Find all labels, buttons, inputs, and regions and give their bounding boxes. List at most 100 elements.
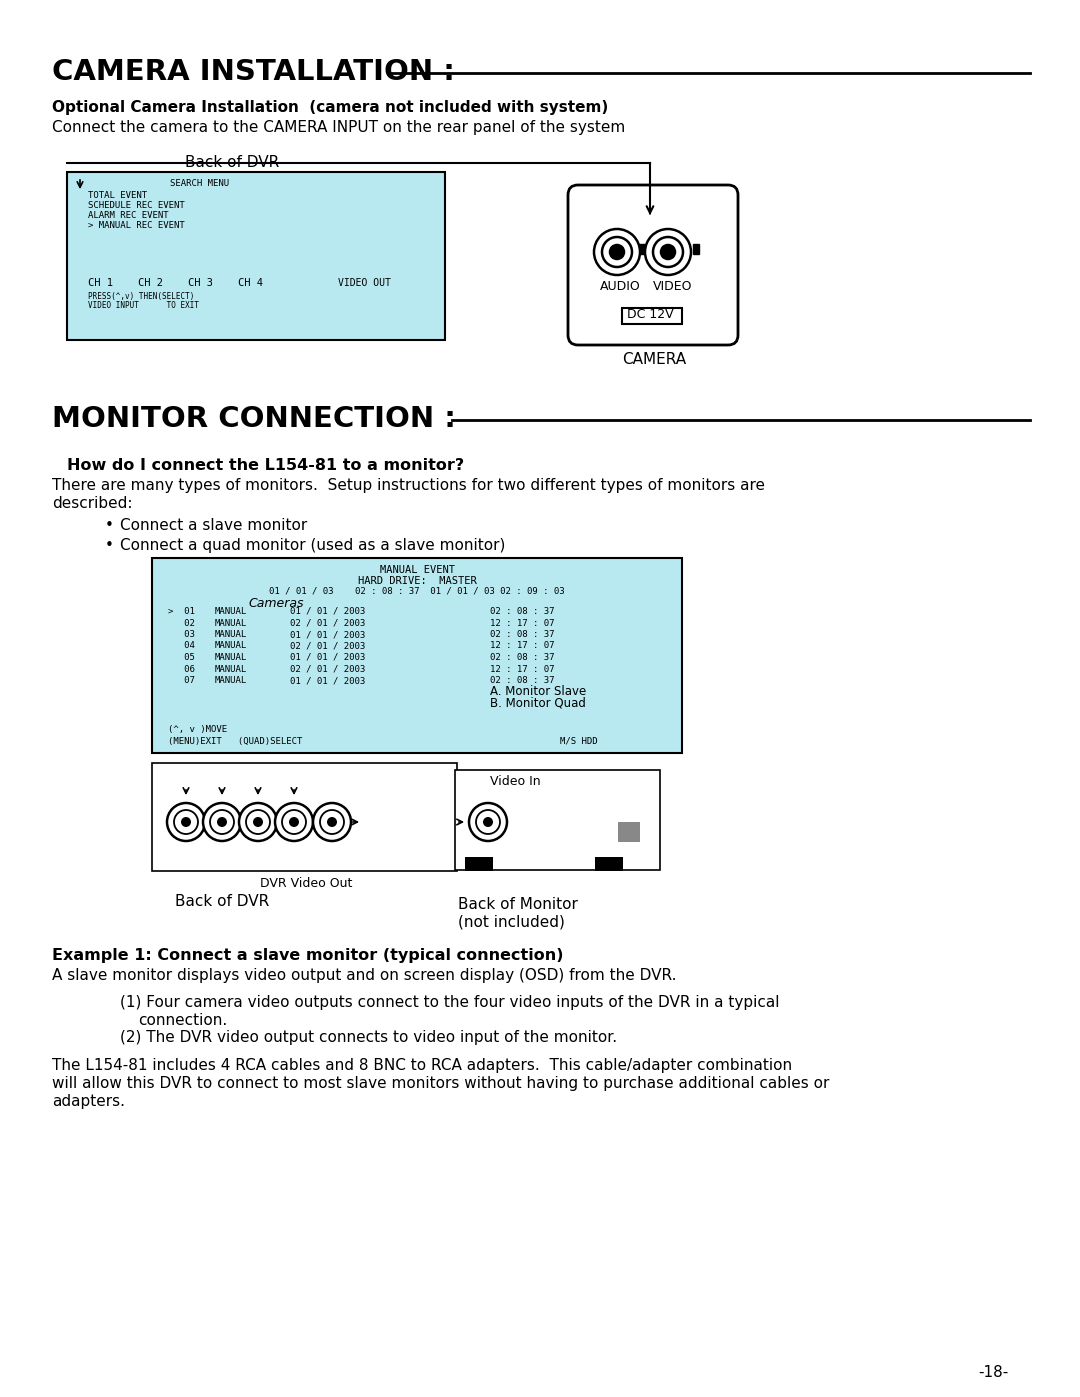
Text: 12 : 17 : 07: 12 : 17 : 07: [490, 641, 554, 651]
Text: How do I connect the L154-81 to a monitor?: How do I connect the L154-81 to a monito…: [67, 458, 464, 474]
Text: •: •: [105, 538, 113, 553]
Bar: [618, 821, 640, 842]
Circle shape: [320, 810, 345, 834]
Text: MANUAL: MANUAL: [215, 652, 247, 662]
Text: >  01: > 01: [168, 608, 194, 616]
Text: 02 / 01 / 2003: 02 / 01 / 2003: [291, 619, 365, 627]
Text: MANUAL: MANUAL: [215, 676, 247, 685]
Text: MONITOR CONNECTION :: MONITOR CONNECTION :: [52, 405, 456, 433]
Text: (1) Four camera video outputs connect to the four video inputs of the DVR in a t: (1) Four camera video outputs connect to…: [120, 995, 780, 1010]
Text: 01 / 01 / 2003: 01 / 01 / 2003: [291, 630, 365, 638]
Bar: [152, 763, 457, 870]
Text: will allow this DVR to connect to most slave monitors without having to purchase: will allow this DVR to connect to most s…: [52, 1076, 829, 1091]
Text: B. Monitor Quad: B. Monitor Quad: [490, 697, 585, 710]
Text: connection.: connection.: [138, 1013, 227, 1028]
Circle shape: [275, 803, 313, 841]
Circle shape: [313, 803, 351, 841]
Text: adapters.: adapters.: [52, 1094, 125, 1109]
Text: 02 : 08 : 37: 02 : 08 : 37: [490, 676, 554, 685]
Text: 01 / 01 / 2003: 01 / 01 / 2003: [291, 652, 365, 662]
Text: MANUAL EVENT: MANUAL EVENT: [379, 564, 455, 576]
Text: TOTAL EVENT: TOTAL EVENT: [87, 191, 147, 200]
Text: 05: 05: [168, 652, 194, 662]
Text: M/S HDD: M/S HDD: [561, 738, 597, 746]
Text: 01 / 01 / 03    02 : 08 : 37  01 / 01 / 03 02 : 09 : 03: 01 / 01 / 03 02 : 08 : 37 01 / 01 / 03 0…: [269, 587, 565, 597]
Circle shape: [327, 817, 337, 827]
Text: Optional Camera Installation  (camera not included with system): Optional Camera Installation (camera not…: [52, 101, 608, 115]
Circle shape: [239, 803, 276, 841]
Text: PRESS(^,v) THEN(SELECT): PRESS(^,v) THEN(SELECT): [87, 292, 194, 300]
Bar: [693, 244, 699, 254]
Circle shape: [483, 817, 492, 827]
Text: VIDEO OUT: VIDEO OUT: [338, 278, 391, 288]
Text: SCHEDULE REC EVENT: SCHEDULE REC EVENT: [87, 201, 185, 210]
Text: > MANUAL REC EVENT: > MANUAL REC EVENT: [87, 221, 185, 231]
Bar: [152, 557, 681, 753]
Circle shape: [645, 229, 691, 275]
Text: A slave monitor displays video output and on screen display (OSD) from the DVR.: A slave monitor displays video output an…: [52, 968, 676, 983]
Text: 12 : 17 : 07: 12 : 17 : 07: [490, 619, 554, 627]
Text: 02 : 08 : 37: 02 : 08 : 37: [490, 652, 554, 662]
Text: VIDEO INPUT      TO EXIT: VIDEO INPUT TO EXIT: [87, 300, 199, 310]
Text: A. Monitor Slave: A. Monitor Slave: [490, 685, 586, 698]
Circle shape: [181, 817, 191, 827]
Circle shape: [594, 229, 640, 275]
Text: 04: 04: [168, 641, 194, 651]
Circle shape: [476, 810, 500, 834]
Text: ALARM REC EVENT: ALARM REC EVENT: [87, 211, 168, 219]
Text: Connect the camera to the CAMERA INPUT on the rear panel of the system: Connect the camera to the CAMERA INPUT o…: [52, 120, 625, 136]
Text: Back of DVR: Back of DVR: [175, 894, 269, 909]
Text: 02 / 01 / 2003: 02 / 01 / 2003: [291, 641, 365, 651]
Bar: [595, 856, 623, 870]
Text: 07: 07: [168, 676, 194, 685]
Bar: [622, 307, 681, 324]
Circle shape: [217, 817, 227, 827]
Text: Cameras: Cameras: [248, 597, 303, 610]
Text: Connect a quad monitor (used as a slave monitor): Connect a quad monitor (used as a slave …: [120, 538, 505, 553]
Text: MANUAL: MANUAL: [215, 608, 247, 616]
Bar: [455, 770, 660, 870]
Circle shape: [253, 817, 264, 827]
Text: Example 1: Connect a slave monitor (typical connection): Example 1: Connect a slave monitor (typi…: [52, 949, 564, 963]
Text: MANUAL: MANUAL: [215, 641, 247, 651]
Circle shape: [174, 810, 198, 834]
Circle shape: [167, 803, 205, 841]
Text: 12 : 17 : 07: 12 : 17 : 07: [490, 665, 554, 673]
Text: -18-: -18-: [978, 1365, 1009, 1380]
Text: 01 / 01 / 2003: 01 / 01 / 2003: [291, 676, 365, 685]
Text: MANUAL: MANUAL: [215, 665, 247, 673]
Text: Back of DVR: Back of DVR: [185, 155, 280, 170]
Text: 02 : 08 : 37: 02 : 08 : 37: [490, 608, 554, 616]
Circle shape: [653, 237, 683, 267]
Text: CAMERA: CAMERA: [622, 352, 686, 367]
Circle shape: [469, 803, 507, 841]
Text: •: •: [105, 518, 113, 534]
Circle shape: [210, 810, 234, 834]
Bar: [465, 856, 492, 870]
Text: 03: 03: [168, 630, 194, 638]
Text: MANUAL: MANUAL: [215, 630, 247, 638]
Text: described:: described:: [52, 496, 133, 511]
Circle shape: [289, 817, 299, 827]
Text: MANUAL: MANUAL: [215, 619, 247, 627]
Circle shape: [661, 244, 675, 258]
Text: 06: 06: [168, 665, 194, 673]
Text: There are many types of monitors.  Setup instructions for two different types of: There are many types of monitors. Setup …: [52, 478, 765, 493]
Text: (^, v )MOVE: (^, v )MOVE: [168, 725, 227, 733]
Text: DVR Video Out: DVR Video Out: [260, 877, 352, 890]
Text: SEARCH MENU: SEARCH MENU: [171, 179, 230, 189]
Text: CH 1    CH 2    CH 3    CH 4: CH 1 CH 2 CH 3 CH 4: [87, 278, 264, 288]
Text: 02 / 01 / 2003: 02 / 01 / 2003: [291, 665, 365, 673]
Text: CAMERA INSTALLATION :: CAMERA INSTALLATION :: [52, 59, 455, 87]
Bar: [67, 172, 445, 339]
Circle shape: [610, 244, 624, 258]
Circle shape: [246, 810, 270, 834]
Text: VIDEO: VIDEO: [653, 279, 692, 293]
Circle shape: [203, 803, 241, 841]
Text: Back of Monitor
(not included): Back of Monitor (not included): [458, 897, 578, 929]
FancyBboxPatch shape: [568, 184, 738, 345]
Circle shape: [602, 237, 632, 267]
Circle shape: [282, 810, 306, 834]
Text: The L154-81 includes 4 RCA cables and 8 BNC to RCA adapters.  This cable/adapter: The L154-81 includes 4 RCA cables and 8 …: [52, 1058, 792, 1073]
Text: HARD DRIVE:  MASTER: HARD DRIVE: MASTER: [357, 576, 476, 585]
